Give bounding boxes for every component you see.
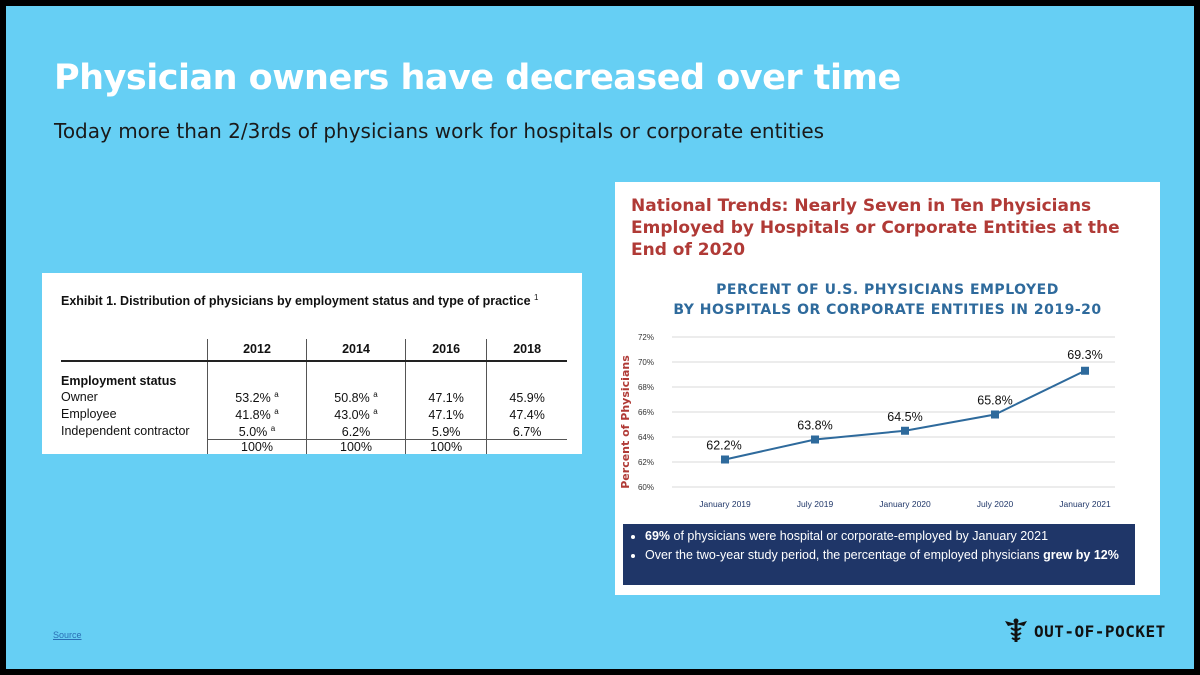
table-row: Owner 53.2% a 50.8% a 47.1% 45.9% bbox=[61, 388, 567, 406]
table-cell: 50.8% a bbox=[306, 388, 406, 406]
caduceus-icon bbox=[1005, 618, 1027, 642]
table-cell: 53.2% a bbox=[207, 388, 307, 406]
logo-text: OUT-OF-POCKET bbox=[1034, 621, 1166, 641]
chart-title-line1: PERCENT OF U.S. PHYSICIANS EMPLOYED bbox=[716, 282, 1059, 298]
row-label: Employee bbox=[61, 406, 117, 421]
data-point bbox=[811, 435, 819, 444]
slide: Physician owners have decreased over tim… bbox=[6, 6, 1194, 669]
out-of-pocket-logo: OUT-OF-POCKET bbox=[1002, 618, 1166, 644]
table-cell: 45.9% bbox=[486, 388, 567, 406]
row-label: Independent contractor bbox=[61, 424, 190, 439]
table-header-year: 2018 bbox=[486, 339, 567, 362]
bullet-item: Over the two-year study period, the perc… bbox=[645, 548, 1129, 563]
table-header-blank bbox=[61, 339, 208, 362]
table-total-cell: 100% bbox=[306, 439, 406, 455]
table-row: Employee 41.8% a 43.0% a 47.1% 47.4% bbox=[61, 405, 567, 423]
data-label: 64.5% bbox=[887, 410, 922, 424]
table-cell: 6.7% bbox=[486, 422, 567, 440]
section-label: Employment status bbox=[61, 374, 177, 388]
data-label: 65.8% bbox=[977, 394, 1012, 408]
summary-bullets: 69% of physicians were hospital or corpo… bbox=[623, 524, 1135, 585]
data-point bbox=[721, 455, 729, 464]
x-tick-label: January 2020 bbox=[879, 499, 931, 509]
x-tick-label: July 2020 bbox=[977, 499, 1014, 509]
table-total-cell: 100% bbox=[207, 439, 307, 455]
y-tick-label: 66% bbox=[638, 408, 654, 417]
chart-title: PERCENT OF U.S. PHYSICIANS EMPLOYED BY H… bbox=[615, 280, 1160, 320]
data-label: 63.8% bbox=[797, 419, 832, 433]
data-point bbox=[1081, 366, 1089, 375]
slide-subtitle: Today more than 2/3rds of physicians wor… bbox=[54, 119, 825, 143]
y-tick-label: 64% bbox=[638, 433, 654, 442]
data-label: 69.3% bbox=[1067, 348, 1102, 362]
y-tick-label: 68% bbox=[638, 383, 654, 392]
table-cell: 5.9% bbox=[404, 422, 487, 440]
table-cell: 43.0% a bbox=[306, 405, 406, 423]
table-cell: 47.1% bbox=[404, 388, 487, 406]
table-header-year: 2016 bbox=[404, 339, 487, 362]
line-chart: 60% 62% 64% 66% 68% 70% 72% Percent of Physicia… bbox=[619, 333, 1115, 509]
table-section-row: Employment status bbox=[61, 361, 567, 388]
table-total-cell bbox=[486, 439, 567, 455]
row-label: Owner bbox=[61, 389, 98, 404]
chart-title-line2: BY HOSPITALS OR CORPORATE ENTITIES IN 20… bbox=[673, 302, 1102, 318]
table-row: Independent contractor 5.0% a 6.2% 5.9% 6.… bbox=[61, 422, 567, 440]
exhibit-table-card: Exhibit 1. Distribution of physicians by… bbox=[42, 273, 582, 455]
exhibit-table: 2012 2014 2016 2018 Employment status Ow… bbox=[61, 339, 567, 455]
exhibit-title: Exhibit 1. Distribution of physicians by… bbox=[61, 293, 539, 309]
y-axis-label: Percent of Physicians bbox=[619, 355, 632, 489]
table-total-cell: 100% bbox=[404, 439, 487, 455]
table-cell: 6.2% bbox=[306, 422, 406, 440]
panel-heading: National Trends: Nearly Seven in Ten Phy… bbox=[631, 196, 1120, 260]
y-tick-label: 70% bbox=[638, 358, 654, 367]
slide-title: Physician owners have decreased over tim… bbox=[54, 58, 901, 98]
y-tick-label: 62% bbox=[638, 458, 654, 467]
table-total-row: 100% 100% 100% bbox=[61, 439, 567, 455]
table-header-year: 2012 bbox=[207, 339, 307, 362]
table-cell: 47.1% bbox=[404, 405, 487, 423]
y-tick-label: 60% bbox=[638, 483, 654, 492]
x-tick-label: July 2019 bbox=[797, 499, 834, 509]
data-label: 62.2% bbox=[706, 439, 741, 453]
table-cell: 5.0% a bbox=[207, 422, 307, 440]
y-tick-label: 72% bbox=[638, 333, 654, 342]
table-header-row: 2012 2014 2016 2018 bbox=[61, 339, 567, 362]
table-header-year: 2014 bbox=[306, 339, 406, 362]
bullet-item: 69% of physicians were hospital or corpo… bbox=[645, 529, 1129, 544]
data-point bbox=[991, 410, 999, 419]
source-link[interactable]: Source bbox=[53, 630, 82, 640]
trend-panel: National Trends: Nearly Seven in Ten Phy… bbox=[615, 182, 1160, 595]
x-tick-label: January 2021 bbox=[1059, 499, 1111, 509]
table-cell: 47.4% bbox=[486, 405, 567, 423]
x-tick-label: January 2019 bbox=[699, 499, 751, 509]
data-point bbox=[901, 426, 909, 435]
table-cell: 41.8% a bbox=[207, 405, 307, 423]
